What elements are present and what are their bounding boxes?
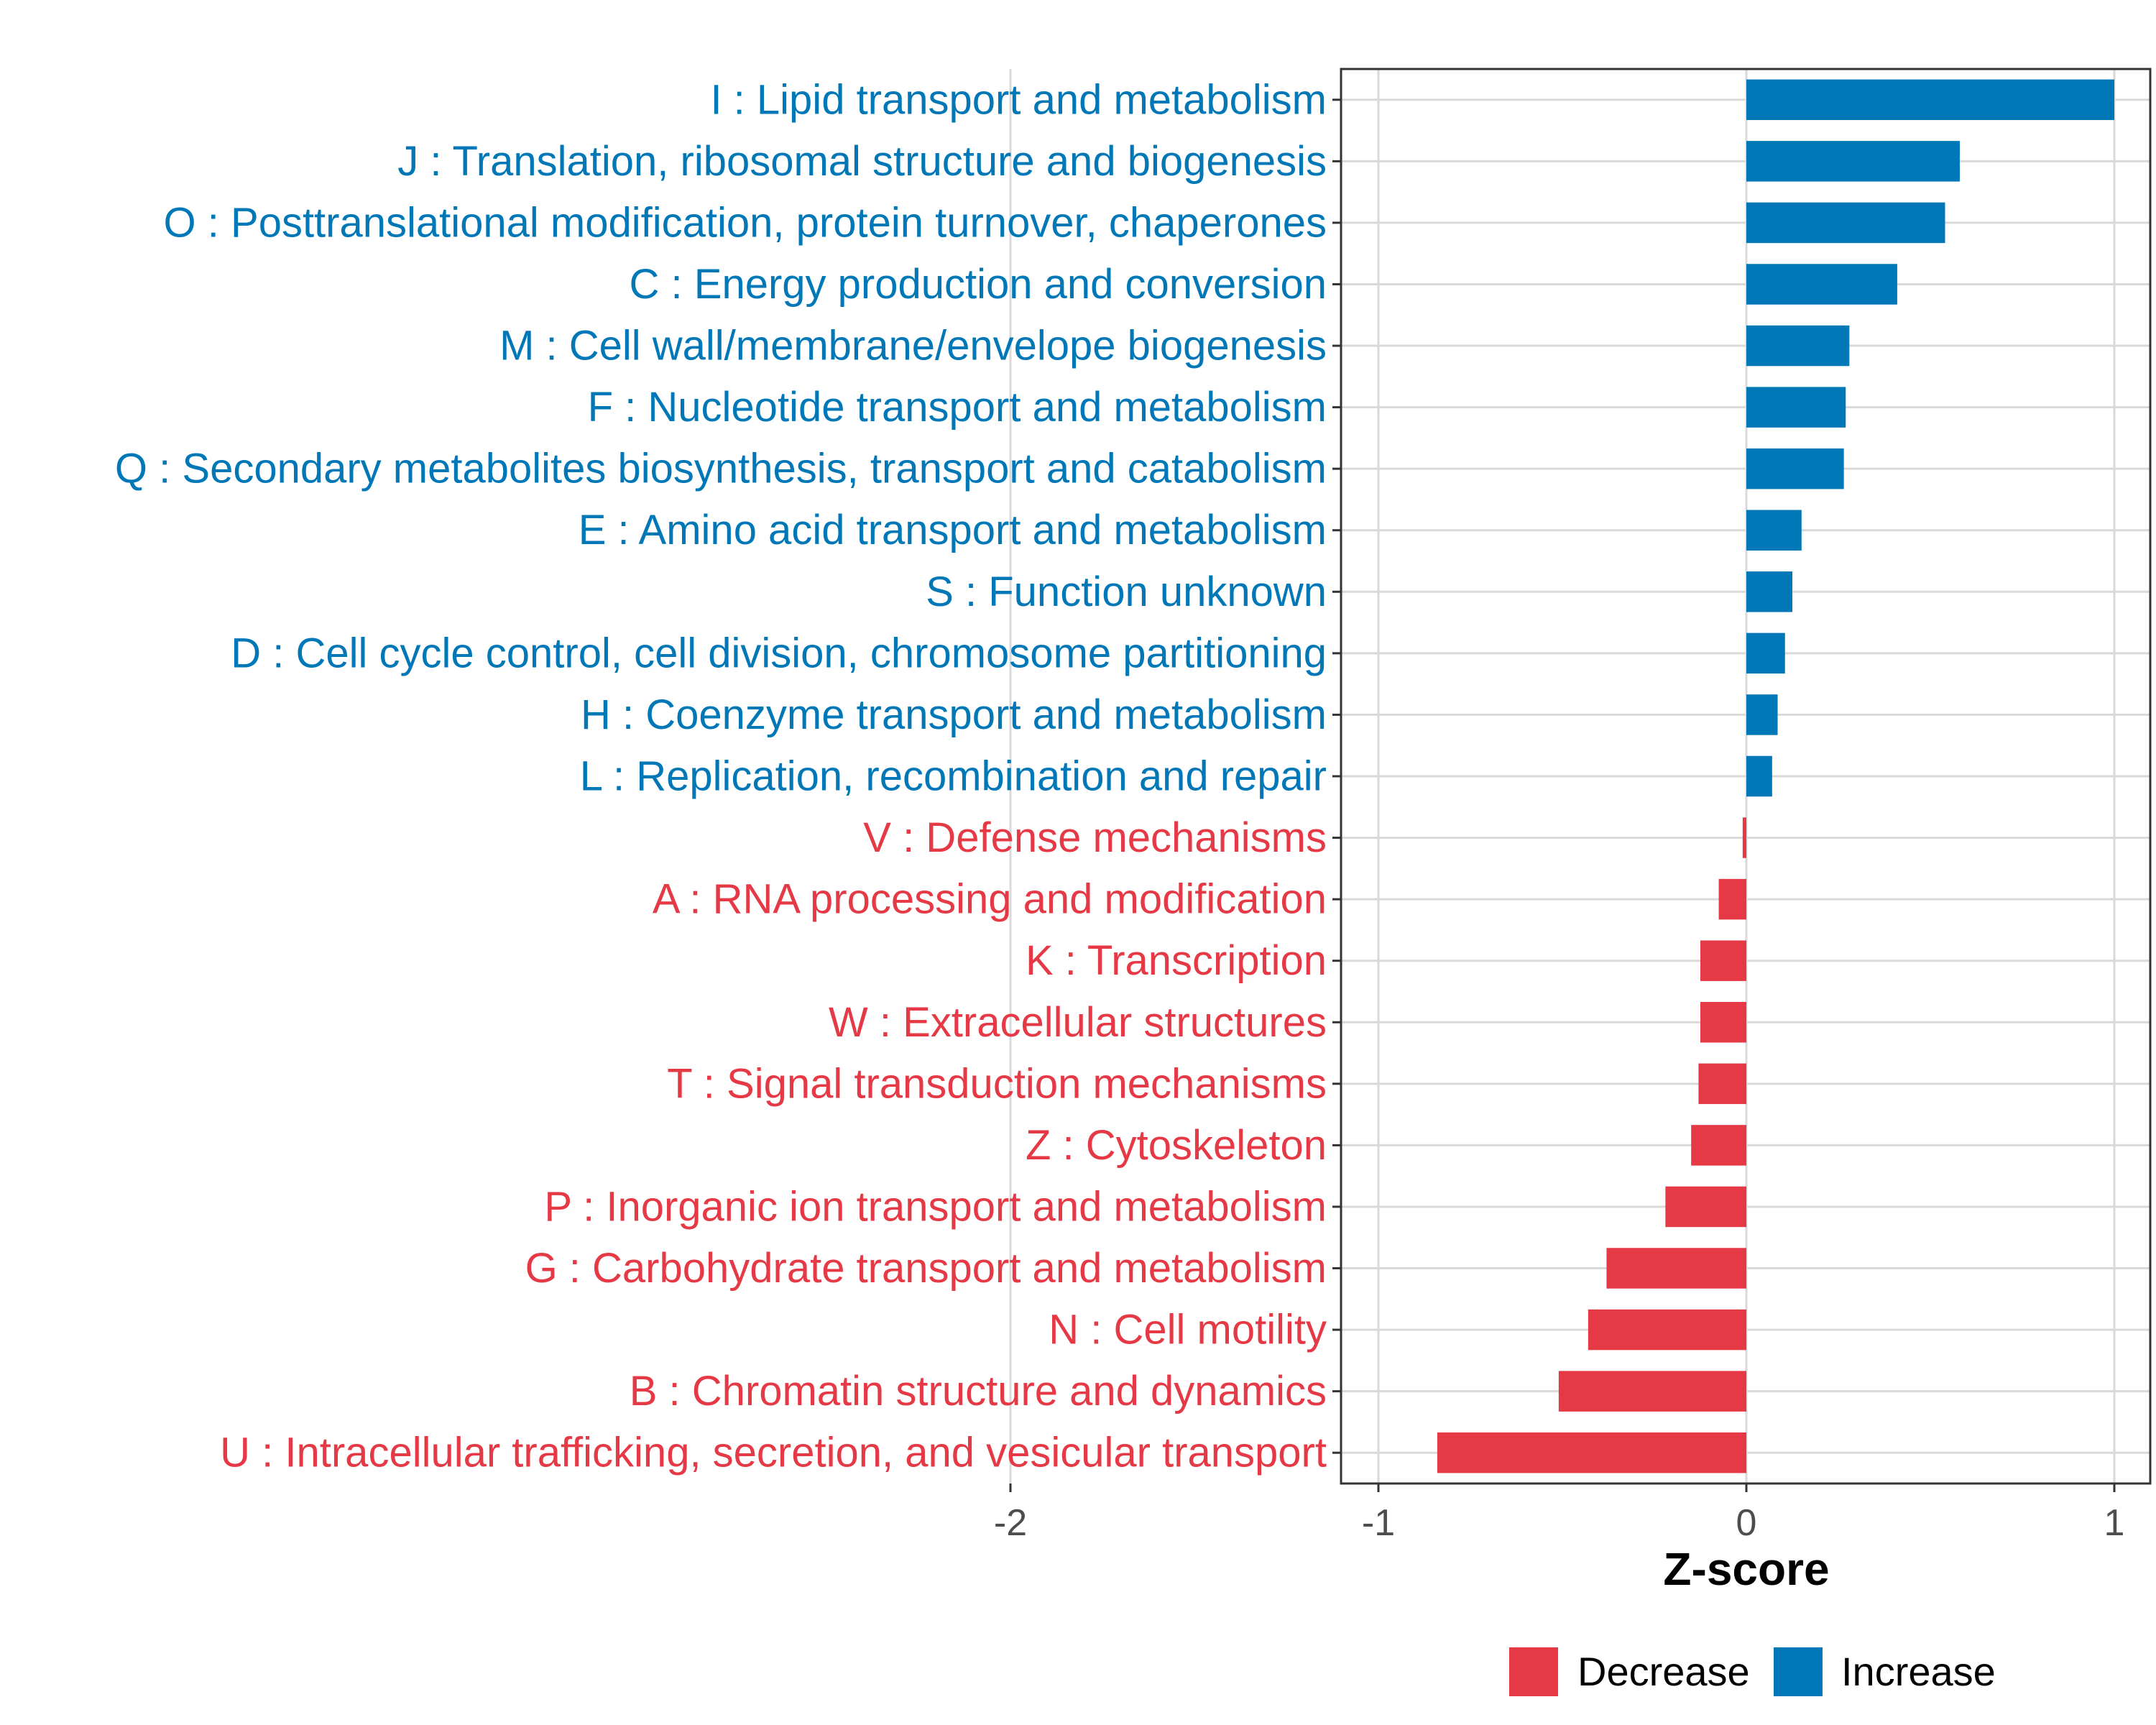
bar [1437, 1432, 1746, 1473]
bar [1718, 878, 1746, 920]
x-axis-ticks [1009, 1484, 2116, 1492]
category-label: V : Defense mechanisms [863, 814, 1327, 861]
bar [1698, 1063, 1746, 1105]
x-tick-label: -2 [994, 1502, 1027, 1544]
bar [1746, 632, 1785, 674]
bars [1437, 79, 2114, 1473]
bar [1700, 940, 1746, 981]
category-label: A : RNA processing and modification [653, 876, 1327, 923]
category-label: Z : Cytoskeleton [1026, 1122, 1327, 1169]
bar [1746, 387, 1846, 428]
category-label: D : Cell cycle control, cell division, c… [231, 630, 1327, 676]
category-label: W : Extracellular structures [829, 999, 1327, 1046]
bar [1746, 141, 1960, 182]
bar [1606, 1248, 1746, 1289]
bar [1700, 1002, 1746, 1043]
legend-increase-swatch [1774, 1647, 1823, 1696]
category-label: J : Translation, ribosomal structure and… [397, 138, 1327, 185]
bar [1742, 817, 1746, 858]
bar [1746, 510, 1802, 551]
category-label: I : Lipid transport and metabolism [710, 76, 1327, 123]
x-tick-label: 1 [2104, 1502, 2125, 1544]
legend-decrease-swatch [1509, 1647, 1558, 1696]
bar [1746, 694, 1778, 735]
category-label: M : Cell wall/membrane/envelope biogenes… [499, 323, 1327, 369]
bar [1746, 448, 1844, 489]
category-label: U : Intracellular trafficking, secretion… [220, 1430, 1327, 1476]
category-label: K : Transcription [1026, 937, 1327, 984]
category-label: B : Chromatin structure and dynamics [630, 1368, 1327, 1414]
legend-decrease-label: Decrease [1577, 1649, 1750, 1694]
x-tick-label: 0 [1736, 1502, 1757, 1544]
bar [1588, 1309, 1746, 1351]
bar [1746, 571, 1792, 612]
bar [1746, 79, 2114, 121]
bar [1746, 264, 1897, 305]
x-axis-title: Z-score [1663, 1543, 1829, 1595]
bar [1746, 755, 1772, 797]
bar [1691, 1125, 1746, 1166]
x-tick-label: -1 [1362, 1502, 1395, 1544]
legend: Decrease Increase [1509, 1647, 1996, 1696]
category-label: Q : Secondary metabolites biosynthesis, … [115, 446, 1327, 492]
category-label: N : Cell motility [1049, 1307, 1327, 1353]
category-label: T : Signal transduction mechanisms [667, 1060, 1327, 1107]
category-label: F : Nucleotide transport and metabolism [588, 384, 1327, 431]
category-label: H : Coenzyme transport and metabolism [581, 691, 1327, 738]
bar [1558, 1371, 1746, 1412]
category-label: L : Replication, recombination and repai… [580, 753, 1327, 800]
category-label: S : Function unknown [926, 569, 1327, 615]
category-label: C : Energy production and conversion [630, 261, 1327, 308]
category-label: E : Amino acid transport and metabolism [579, 507, 1327, 553]
legend-increase-label: Increase [1841, 1649, 1996, 1694]
y-axis-category-labels: I : Lipid transport and metabolism J : Tr… [115, 76, 1327, 1476]
category-label: P : Inorganic ion transport and metaboli… [544, 1183, 1327, 1230]
bar [1746, 325, 1850, 367]
bar [1746, 202, 1945, 244]
category-label: O : Posttranslational modification, prot… [164, 199, 1327, 246]
y-axis-ticks [1332, 98, 1341, 1454]
category-label: G : Carbohydrate transport and metabolis… [525, 1245, 1327, 1292]
x-axis-tick-labels: -2-1012 [994, 1502, 2125, 1544]
bar [1665, 1186, 1746, 1228]
